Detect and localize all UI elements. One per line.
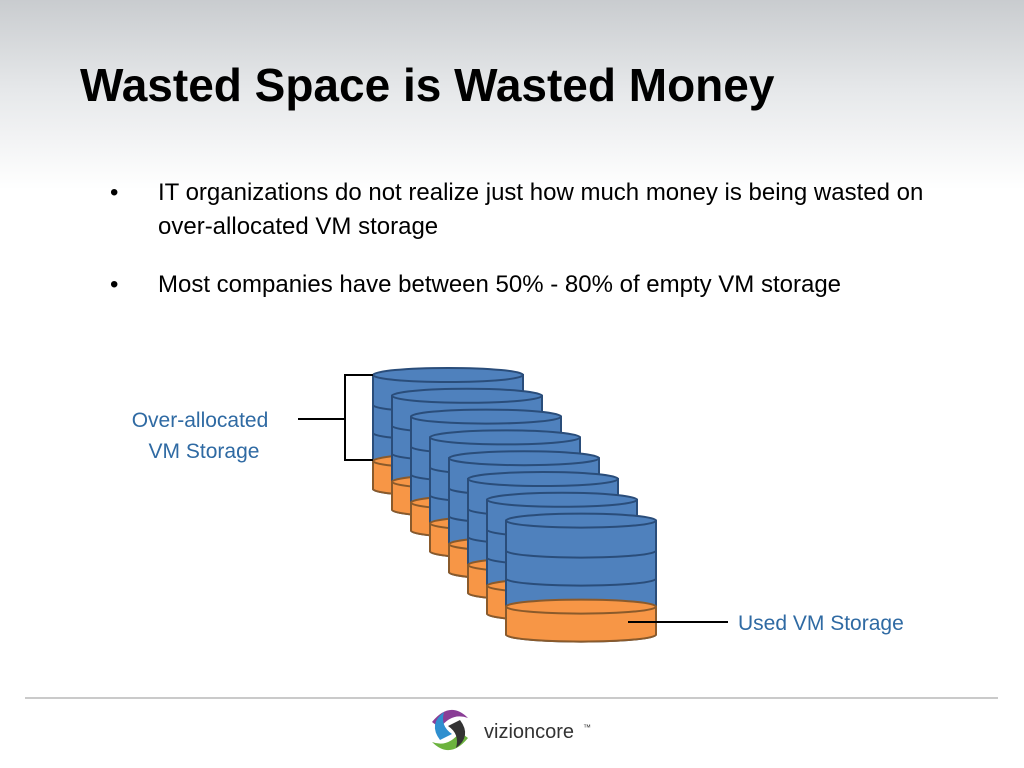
bullet: IT organizations do not realize just how…	[110, 176, 940, 244]
logo-mark: ™	[583, 723, 591, 732]
cylinder-part	[505, 598, 657, 615]
over-label: VM Storage	[149, 440, 260, 463]
bracket	[298, 374, 373, 461]
slide-title: Wasted Space is Wasted Money	[80, 59, 775, 111]
cylinder-part	[505, 512, 657, 529]
logo-icon	[428, 708, 472, 752]
cylinder-part	[372, 367, 524, 383]
bullet-list: IT organizations do not realize just how…	[110, 176, 940, 326]
cylinder-part	[505, 578, 657, 587]
used-label: Used VM Storage	[738, 612, 904, 635]
cylinder-part	[505, 550, 657, 559]
cylinder-part	[448, 450, 600, 467]
storage-stack	[372, 367, 657, 643]
cylinder-part	[505, 605, 657, 643]
cylinder-part	[486, 491, 638, 508]
cylinder-part	[429, 429, 581, 446]
cylinder-part	[410, 408, 562, 425]
cylinder-part	[467, 471, 619, 487]
logo-text: vizioncore	[484, 721, 574, 743]
over-label: Over-allocated	[132, 409, 269, 432]
bullet: Most companies have between 50% - 80% of…	[110, 268, 940, 302]
cylinder-part	[391, 387, 543, 404]
